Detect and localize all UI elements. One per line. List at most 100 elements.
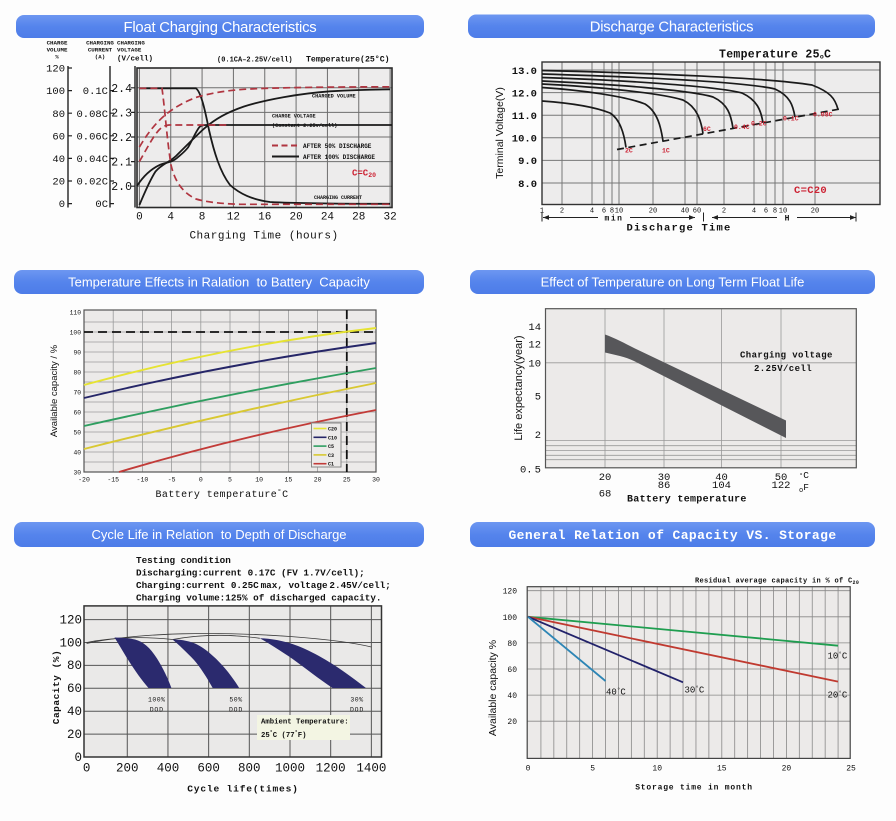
svg-text:AFTER 100% DISCHARGE: AFTER 100% DISCHARGE: [303, 154, 375, 161]
svg-text:30: 30: [372, 477, 380, 484]
svg-text:20: 20: [314, 477, 322, 484]
svg-text:24: 24: [321, 212, 335, 224]
svg-text:40: 40: [52, 154, 65, 166]
svg-text:H: H: [785, 215, 790, 224]
svg-text:1200: 1200: [316, 762, 346, 776]
svg-text:14: 14: [528, 322, 541, 334]
svg-text:2.1: 2.1: [111, 157, 132, 170]
svg-text:Charging voltage: Charging voltage: [740, 351, 833, 361]
svg-text:30%: 30%: [350, 697, 363, 704]
svg-text:VOLUME: VOLUME: [47, 47, 68, 54]
svg-text:Available capacity / %: Available capacity / %: [49, 344, 60, 437]
svg-text:60: 60: [73, 409, 81, 416]
svg-text:100%: 100%: [148, 697, 166, 704]
svg-text:Terminal Voltage(V): Terminal Voltage(V): [494, 87, 506, 179]
svg-text:6C: 6C: [703, 126, 711, 133]
svg-text:5: 5: [228, 477, 232, 484]
svg-text:80: 80: [73, 369, 81, 376]
svg-text:10: 10: [615, 208, 623, 216]
svg-text:Float Charging Characteristics: Float Charging Characteristics: [123, 20, 316, 36]
svg-text:28: 28: [352, 212, 365, 224]
svg-text:C3: C3: [328, 453, 334, 459]
svg-text:CHARGE VOLTAGE: CHARGE VOLTAGE: [272, 114, 316, 120]
svg-text:0: 0: [83, 762, 91, 776]
svg-text:(V/cell): (V/cell): [117, 56, 153, 64]
svg-text:0: 0: [526, 765, 531, 774]
svg-text:-20: -20: [78, 477, 90, 484]
svg-text:0: 0: [74, 751, 82, 765]
svg-text:40: 40: [67, 705, 82, 719]
svg-text:2.25V/cell: 2.25V/cell: [754, 364, 812, 374]
svg-text:110: 110: [70, 309, 82, 316]
svg-text:0.04C: 0.04C: [76, 154, 108, 166]
svg-text:Cycle Life in Relation to Dep: Cycle Life in Relation to Depth of Disch…: [91, 527, 346, 542]
svg-text:120: 120: [503, 588, 518, 597]
svg-text:-10: -10: [137, 477, 149, 484]
svg-text:2.3: 2.3: [111, 107, 132, 120]
svg-text:80: 80: [507, 640, 517, 649]
svg-text:4: 4: [752, 208, 756, 216]
svg-text:10: 10: [652, 765, 662, 774]
svg-text:5: 5: [535, 392, 541, 404]
svg-text:Discharge Characteristics: Discharge Characteristics: [590, 20, 754, 36]
svg-text:20: 20: [289, 212, 302, 224]
svg-text:20: 20: [52, 177, 65, 189]
svg-text:0.06C: 0.06C: [76, 131, 108, 143]
svg-text:70: 70: [73, 389, 81, 396]
svg-text:Charging Time (hours): Charging Time (hours): [189, 231, 338, 243]
svg-text:60: 60: [52, 131, 65, 143]
svg-text:0.1C: 0.1C: [83, 86, 108, 98]
svg-text:(Constant 2.25v/cell): (Constant 2.25v/cell): [272, 123, 337, 129]
svg-text:Storage time in month: Storage time in month: [635, 784, 753, 793]
svg-text:2.0: 2.0: [111, 181, 132, 194]
svg-text:40: 40: [715, 472, 728, 484]
svg-text:200: 200: [116, 762, 139, 776]
svg-text:800: 800: [238, 762, 261, 776]
svg-text:40°C: 40°C: [606, 687, 626, 698]
svg-text:CHARGE: CHARGE: [47, 40, 68, 47]
svg-text:C=C20: C=C20: [352, 168, 376, 179]
svg-text:Temperature 25oC: Temperature 25oC: [719, 49, 831, 62]
svg-text:8: 8: [610, 208, 614, 216]
svg-text:CURRENT: CURRENT: [88, 47, 113, 54]
svg-text:50: 50: [775, 472, 788, 484]
svg-text:2: 2: [535, 430, 541, 442]
svg-text:0: 0: [59, 199, 65, 211]
svg-text:30: 30: [658, 472, 671, 484]
svg-text:20: 20: [599, 472, 612, 484]
svg-text:Effect of Temperature on Long: Effect of Temperature on Long Term Float…: [541, 275, 805, 290]
svg-text:6: 6: [764, 208, 768, 216]
svg-text:Temperature Effects in Ralatio: Temperature Effects in Ralation to Batte…: [68, 275, 370, 290]
svg-text:120: 120: [59, 613, 82, 627]
svg-text:Discharging:current 0.17C (FV: Discharging:current 0.17C (FV 1.7V/cell)…: [136, 567, 365, 578]
svg-text:C10: C10: [328, 435, 337, 441]
svg-text:50%: 50%: [229, 697, 242, 704]
svg-text:60: 60: [67, 682, 82, 696]
svg-text:Battery temperature°C: Battery temperature°C: [156, 488, 289, 501]
svg-text:10: 10: [528, 359, 541, 371]
svg-text:100: 100: [59, 636, 82, 650]
svg-text:-15: -15: [107, 477, 119, 484]
svg-text:AFTER 50% DISCHARGE: AFTER 50% DISCHARGE: [303, 143, 372, 150]
svg-text:40: 40: [73, 449, 81, 456]
svg-text:(A): (A): [95, 54, 105, 61]
svg-text:Charging:current 0.25C max, vo: Charging:current 0.25C max, voltage 2.45…: [136, 580, 391, 591]
svg-text:Temperature(25°C): Temperature(25°C): [306, 55, 390, 65]
svg-text:100: 100: [503, 614, 518, 623]
svg-text:CHARGING CURRENT: CHARGING CURRENT: [314, 195, 362, 201]
svg-text:2.2: 2.2: [111, 132, 132, 145]
svg-text:9.0: 9.0: [518, 156, 537, 168]
svg-text:20: 20: [782, 765, 792, 774]
svg-text:0C: 0C: [95, 199, 108, 211]
svg-text:20: 20: [811, 208, 819, 216]
svg-text:10: 10: [255, 477, 263, 484]
svg-text:0.1C: 0.1C: [783, 116, 799, 123]
svg-text:11.0: 11.0: [512, 111, 537, 123]
svg-text:2.4: 2.4: [111, 83, 132, 96]
svg-text:0.4C: 0.4C: [734, 124, 750, 131]
svg-text:16: 16: [258, 212, 271, 224]
svg-text:30°C: 30°C: [685, 685, 705, 696]
svg-text:122: 122: [772, 480, 791, 492]
svg-text:DOD: DOD: [150, 707, 164, 714]
svg-text:86: 86: [658, 480, 671, 492]
